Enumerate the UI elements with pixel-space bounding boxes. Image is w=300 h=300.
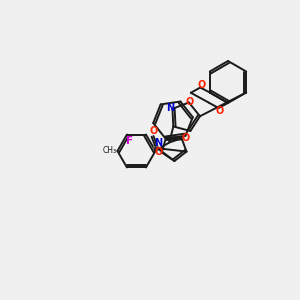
Text: F: F xyxy=(126,136,134,146)
Text: O: O xyxy=(155,147,163,158)
Text: N: N xyxy=(154,138,162,148)
Text: O: O xyxy=(181,134,190,143)
Text: N: N xyxy=(167,103,175,113)
Text: O: O xyxy=(197,80,206,89)
Text: H: H xyxy=(151,143,158,152)
Text: O: O xyxy=(215,106,223,116)
Text: O: O xyxy=(186,97,194,106)
Text: O: O xyxy=(149,126,158,136)
Text: CH₃: CH₃ xyxy=(102,146,116,155)
